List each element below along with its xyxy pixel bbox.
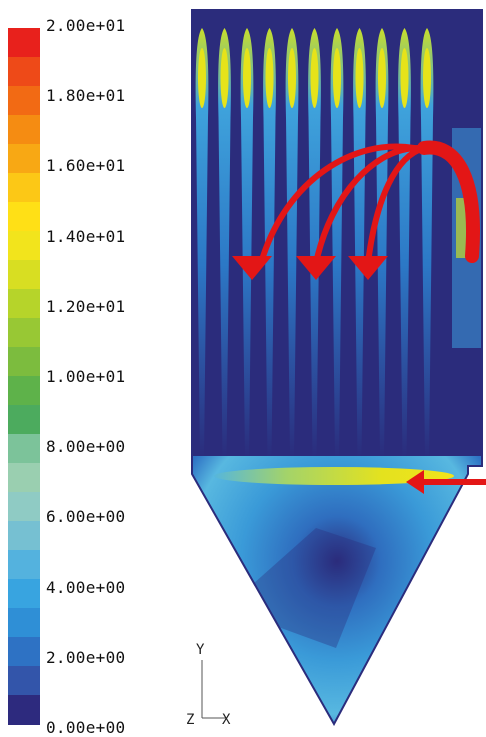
jet-hotspot — [355, 48, 364, 108]
flow-arrow-3 — [365, 145, 427, 266]
colorbar-tick-label: 1.40e+01 — [46, 226, 126, 246]
colorbar-swatch — [8, 318, 40, 348]
domain-outline — [191, 9, 483, 726]
colorbar-swatch — [8, 405, 40, 435]
colorbar-swatch — [8, 550, 40, 580]
flow-arrow-2 — [313, 145, 421, 266]
channel-jet — [285, 28, 299, 458]
jet-hotspot — [198, 48, 206, 108]
channel-jet — [308, 28, 321, 458]
colorbar-swatch — [8, 608, 40, 638]
z-axis-label: Z — [186, 712, 194, 726]
colorbar-swatch — [8, 57, 40, 87]
jet-hotspot — [310, 48, 319, 108]
colorbar-swatch — [8, 492, 40, 522]
arrowhead-3 — [348, 256, 388, 280]
colorbar-swatch — [8, 666, 40, 696]
channel-jet — [240, 28, 254, 458]
colorbar-swatch — [8, 115, 40, 145]
channel-jet — [420, 28, 434, 458]
channel-jet — [330, 28, 344, 458]
colorbar-tick-label: 0.00e+00 — [46, 718, 126, 737]
channel-jet — [398, 28, 411, 458]
contour-plot — [191, 9, 486, 726]
channel-jets — [195, 28, 434, 458]
jet-hotspot — [220, 48, 229, 108]
arrowhead-1 — [232, 256, 272, 280]
colorbar-tick-label: 2.00e+01 — [46, 16, 126, 35]
colorbar-swatch — [8, 289, 40, 319]
channel-jet — [195, 28, 209, 458]
channel-jet — [218, 28, 231, 458]
channel-jet — [353, 28, 366, 458]
flow-arrow-main — [417, 140, 480, 263]
colorbar-swatch — [8, 86, 40, 116]
y-axis-label: Y — [196, 642, 205, 658]
jet-hotspot — [265, 48, 274, 108]
colorbar-swatch — [8, 521, 40, 551]
colorbar-tick-label: 1.80e+01 — [46, 86, 126, 106]
x-axis-label: X — [222, 712, 231, 726]
colorbar-swatch — [8, 231, 40, 261]
flow-arrows — [258, 140, 480, 266]
inlet-jet — [214, 467, 454, 485]
jet-hotspot — [400, 48, 409, 108]
colorbar-swatch — [8, 463, 40, 493]
jet-hotspot — [378, 48, 386, 108]
colorbar-swatch — [8, 144, 40, 174]
colorbar-swatch — [8, 695, 40, 725]
jet-hotspot — [288, 48, 296, 108]
colorbar-tick-label: 6.00e+00 — [46, 507, 126, 527]
colorbar-tick-label: 8.00e+00 — [46, 437, 126, 457]
colorbar-swatch — [8, 28, 40, 58]
jet-hotspot — [423, 48, 431, 108]
colorbar-tick-label: 4.00e+00 — [46, 577, 126, 597]
colorbar-swatch — [8, 347, 40, 377]
colorbar-tick-label: 1.60e+01 — [46, 156, 126, 176]
inlet-arrow — [406, 470, 486, 494]
colorbar-swatch — [8, 202, 40, 232]
colorbar-tick-label: 2.00e+00 — [46, 647, 126, 667]
colorbar-swatch — [8, 579, 40, 609]
colorbar-swatch — [8, 173, 40, 203]
colorbar-swatch — [8, 376, 40, 406]
flow-arrow-1 — [258, 143, 417, 266]
colorbar — [8, 28, 40, 725]
jet-hotspot — [243, 48, 251, 108]
colorbar-tick-label: 1.00e+01 — [46, 367, 126, 386]
arrowhead-2 — [296, 256, 336, 280]
colorbar-swatch — [8, 637, 40, 667]
colorbar-swatch — [8, 260, 40, 290]
arrowheads — [232, 256, 388, 280]
axis-triad: Y Z X — [186, 642, 231, 726]
jet-hotspot — [333, 48, 341, 108]
colorbar-swatch — [8, 434, 40, 464]
channel-jet — [375, 28, 389, 458]
colorbar-tick-label: 1.20e+01 — [46, 296, 126, 316]
